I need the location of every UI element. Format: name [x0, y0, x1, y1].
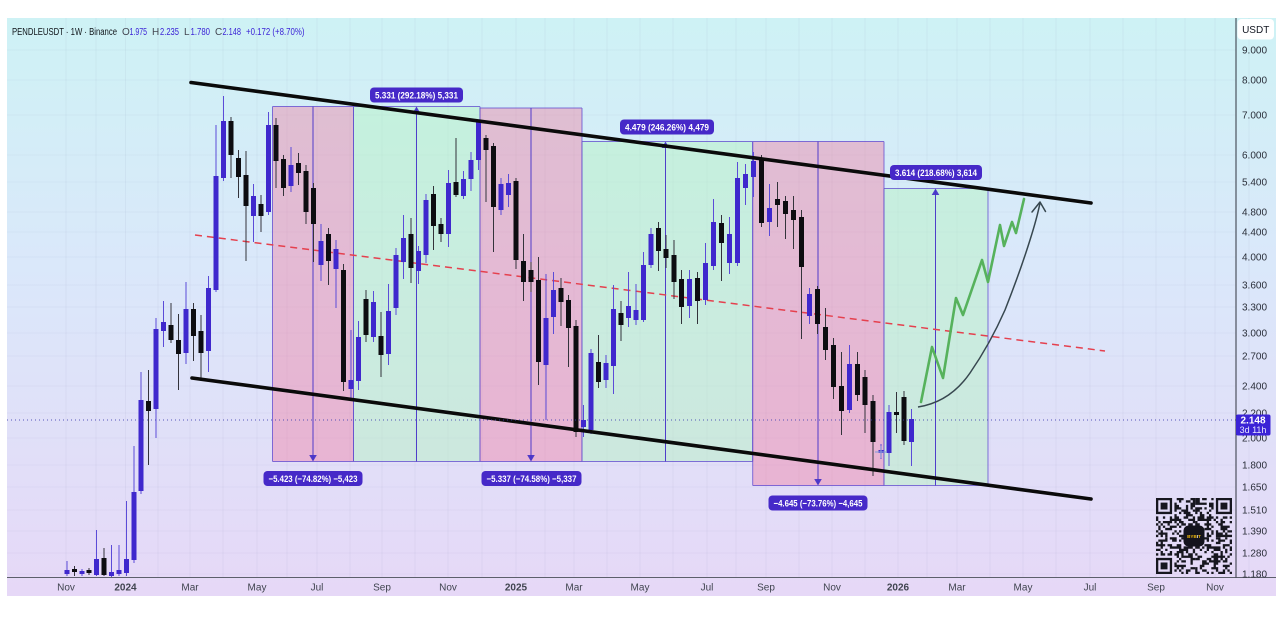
svg-text:Mar: Mar	[948, 583, 966, 594]
svg-text:2.148: 2.148	[223, 27, 242, 38]
svg-text:2.148: 2.148	[1240, 416, 1265, 427]
svg-text:Mar: Mar	[565, 583, 583, 594]
svg-text:Nov: Nov	[823, 583, 841, 594]
svg-text:May: May	[631, 583, 650, 594]
svg-text:1.780: 1.780	[191, 27, 211, 38]
svg-text:4.800: 4.800	[1242, 208, 1267, 219]
svg-text:Sep: Sep	[1147, 583, 1165, 594]
svg-text:L: L	[184, 27, 190, 38]
svg-text:1.180: 1.180	[1242, 570, 1267, 581]
svg-text:−5.423 (−74.82%) −5,423: −5.423 (−74.82%) −5,423	[269, 474, 358, 485]
svg-text:5.400: 5.400	[1242, 178, 1267, 189]
svg-text:USDT: USDT	[1242, 25, 1269, 36]
svg-text:7.000: 7.000	[1242, 111, 1267, 122]
svg-text:3d 11h: 3d 11h	[1240, 425, 1267, 435]
svg-text:6.000: 6.000	[1242, 151, 1267, 162]
svg-text:2.400: 2.400	[1242, 382, 1267, 393]
svg-text:Jul: Jul	[1084, 583, 1097, 594]
svg-text:1.650: 1.650	[1242, 483, 1267, 494]
svg-text:−4.645 (−73.76%) −4,645: −4.645 (−73.76%) −4,645	[774, 498, 864, 509]
svg-text:3.300: 3.300	[1242, 303, 1267, 314]
svg-text:8.000: 8.000	[1242, 76, 1267, 87]
svg-text:Sep: Sep	[757, 583, 775, 594]
svg-text:1.800: 1.800	[1242, 461, 1267, 472]
svg-text:PENDLEUSDT · 1W · Binance: PENDLEUSDT · 1W · Binance	[12, 27, 117, 38]
svg-text:2.000: 2.000	[1242, 434, 1267, 445]
svg-text:+0.172 (+8.70%): +0.172 (+8.70%)	[246, 27, 305, 38]
svg-text:4.479 (246.26%) 4,479: 4.479 (246.26%) 4,479	[625, 122, 709, 133]
svg-text:2.700: 2.700	[1242, 352, 1267, 363]
svg-text:2026: 2026	[887, 583, 910, 594]
svg-text:BYBIT: BYBIT	[1187, 534, 1201, 539]
svg-text:1.280: 1.280	[1242, 549, 1267, 560]
svg-text:Jul: Jul	[311, 583, 324, 594]
svg-text:Sep: Sep	[373, 583, 391, 594]
svg-text:O: O	[122, 27, 130, 38]
svg-text:1.975: 1.975	[130, 27, 148, 38]
svg-text:1.390: 1.390	[1242, 527, 1267, 538]
svg-text:C: C	[215, 27, 222, 38]
svg-text:Nov: Nov	[57, 583, 75, 594]
svg-text:May: May	[248, 583, 267, 594]
svg-text:3.600: 3.600	[1242, 281, 1267, 292]
svg-text:Nov: Nov	[1206, 583, 1224, 594]
svg-text:3.614 (218.68%) 3,614: 3.614 (218.68%) 3,614	[895, 168, 978, 179]
svg-text:2024: 2024	[114, 583, 137, 594]
svg-text:May: May	[1014, 583, 1033, 594]
svg-text:Mar: Mar	[181, 583, 199, 594]
svg-text:−5.337 (−74.58%) −5,337: −5.337 (−74.58%) −5,337	[487, 474, 577, 485]
svg-text:H: H	[152, 27, 159, 38]
svg-text:Nov: Nov	[439, 583, 457, 594]
svg-text:2.200: 2.200	[1242, 409, 1267, 420]
svg-text:2025: 2025	[505, 583, 528, 594]
svg-text:3.000: 3.000	[1242, 329, 1267, 340]
svg-text:2.235: 2.235	[160, 27, 179, 38]
svg-text:4.000: 4.000	[1242, 253, 1267, 264]
svg-text:Jul: Jul	[701, 583, 714, 594]
svg-text:9.000: 9.000	[1242, 46, 1267, 57]
svg-text:4.400: 4.400	[1242, 228, 1267, 239]
svg-text:1.510: 1.510	[1242, 506, 1267, 517]
svg-text:5.331 (292.18%) 5,331: 5.331 (292.18%) 5,331	[375, 90, 459, 101]
